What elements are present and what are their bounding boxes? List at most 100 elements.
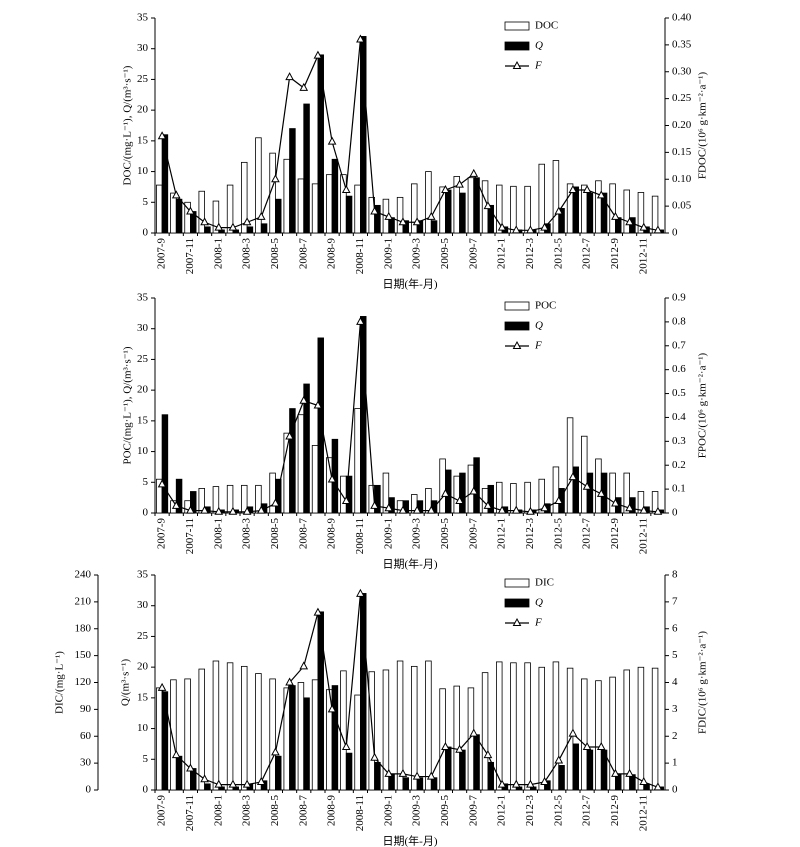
- line-marker: [596, 741, 606, 750]
- legend-label: Q: [535, 40, 543, 52]
- y-tick-label: 35: [137, 569, 149, 581]
- bar: [161, 414, 169, 514]
- x-tick-label: 2012-1: [496, 795, 508, 826]
- x-tick-label: 2009-3: [411, 795, 423, 827]
- bar: [326, 174, 333, 234]
- y2-tick-label: 0.15: [672, 146, 692, 158]
- x-tick-label: 2008-9: [326, 238, 338, 270]
- line-marker: [398, 217, 408, 226]
- y-tick-label: 15: [137, 134, 149, 146]
- bar: [586, 749, 594, 791]
- y2-axis-label: FPOC/(10⁶ g·km⁻²·a⁻¹): [697, 352, 709, 458]
- bar: [496, 184, 503, 234]
- y2-tick-label: 0.3: [672, 435, 686, 447]
- legend-label: Q: [535, 320, 543, 332]
- bar: [226, 184, 234, 234]
- bar: [354, 408, 361, 514]
- line-marker: [214, 222, 224, 231]
- bar: [161, 691, 169, 791]
- legend-marker: [512, 340, 522, 349]
- y-tick-label: 15: [137, 414, 149, 426]
- line-marker: [285, 72, 294, 81]
- x-tick-label: 2012-11: [637, 518, 649, 554]
- bar: [255, 137, 262, 234]
- line-marker: [526, 225, 535, 234]
- bar: [402, 220, 409, 234]
- legend-swatch: [504, 41, 530, 51]
- line-marker: [186, 505, 195, 514]
- line-marker: [370, 752, 379, 761]
- bar: [382, 472, 390, 514]
- line-marker: [271, 174, 280, 183]
- bar: [175, 198, 183, 234]
- line-marker: [412, 505, 422, 514]
- bar: [156, 687, 163, 791]
- bar: [175, 755, 183, 791]
- y2-tick-label: 6: [672, 622, 678, 634]
- x-axis-label: 日期(年-月): [383, 277, 438, 291]
- legend-swatch: [504, 301, 530, 311]
- y3-tick-label: 210: [75, 595, 92, 607]
- x-tick-label: 2012-7: [581, 795, 593, 827]
- bar: [615, 217, 622, 234]
- bar: [190, 211, 197, 234]
- bar: [198, 668, 205, 791]
- x-tick-label: 2012-7: [581, 238, 593, 270]
- bar: [473, 177, 480, 234]
- line-marker: [228, 222, 238, 231]
- bar: [331, 158, 339, 234]
- legend-label: DOC: [535, 20, 558, 32]
- y3-tick-label: 120: [75, 676, 92, 688]
- bar: [439, 688, 446, 791]
- y2-tick-label: 5: [672, 649, 678, 661]
- y2-tick-label: 0.7: [672, 339, 686, 351]
- y3-tick-label: 60: [80, 730, 92, 742]
- bar: [467, 177, 475, 234]
- y-tick-label: 20: [137, 661, 149, 673]
- y-tick-label: 0: [143, 507, 149, 519]
- bar: [374, 484, 381, 514]
- line-marker: [398, 505, 408, 514]
- y3-tick-label: 150: [75, 649, 92, 661]
- legend-swatch: [504, 598, 530, 608]
- bar: [317, 54, 324, 234]
- bar: [609, 183, 616, 234]
- y2-tick-label: 0.5: [672, 387, 686, 399]
- bar: [317, 337, 324, 514]
- y2-tick-label: 0.30: [672, 65, 692, 77]
- bar: [360, 36, 367, 234]
- legend-label: F: [534, 340, 542, 352]
- y-tick-label: 35: [137, 12, 149, 24]
- bar: [586, 192, 594, 234]
- bar: [637, 666, 645, 791]
- bar: [255, 673, 262, 791]
- y2-tick-label: 0.20: [672, 119, 692, 131]
- x-axis-label: 日期(年-月): [383, 834, 438, 847]
- x-tick-label: 2008-11: [354, 795, 366, 831]
- x-tick-label: 2012-1: [496, 238, 508, 269]
- bar: [396, 660, 404, 791]
- bar: [190, 768, 197, 791]
- y-tick-label: 10: [137, 165, 149, 177]
- line-marker: [611, 498, 620, 507]
- y3-tick-label: 90: [80, 703, 92, 715]
- line-marker: [214, 779, 224, 788]
- bar: [360, 316, 367, 514]
- x-tick-label: 2009-7: [467, 518, 479, 550]
- line-marker: [483, 500, 493, 509]
- line-marker: [596, 190, 606, 199]
- bar: [311, 445, 319, 514]
- legend-swatch: [504, 321, 530, 331]
- y-tick-label: 15: [137, 691, 149, 703]
- y-tick-label: 30: [137, 599, 149, 611]
- line-marker: [313, 400, 323, 409]
- line-marker: [511, 505, 521, 514]
- bar: [566, 667, 574, 791]
- bar: [175, 478, 183, 514]
- y-tick-label: 25: [137, 630, 149, 642]
- y2-tick-label: 7: [672, 595, 678, 607]
- line-marker: [540, 222, 549, 231]
- bar: [445, 189, 452, 234]
- x-tick-label: 2008-5: [269, 518, 281, 550]
- bar: [374, 204, 381, 234]
